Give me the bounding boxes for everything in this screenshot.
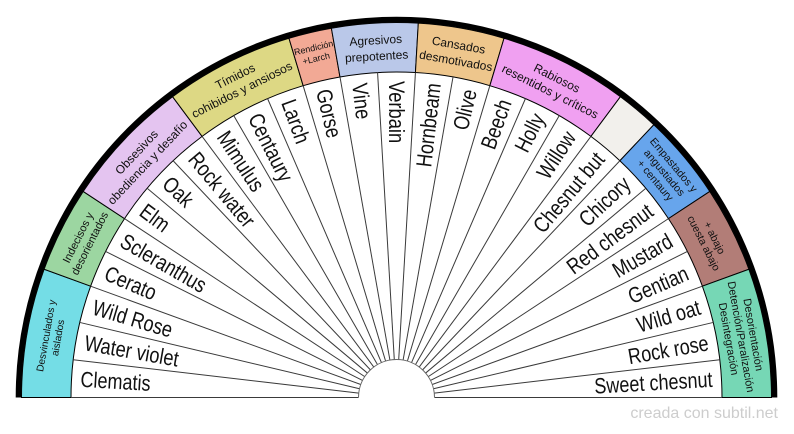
svg-text:Clematis: Clematis	[80, 367, 152, 396]
svg-text:Verbain: Verbain	[384, 81, 409, 143]
svg-text:Agresivosprepotentes: Agresivosprepotentes	[344, 31, 409, 65]
svg-text:Vine: Vine	[347, 82, 376, 121]
svg-text:creada con subtil.net: creada con subtil.net	[630, 405, 778, 422]
